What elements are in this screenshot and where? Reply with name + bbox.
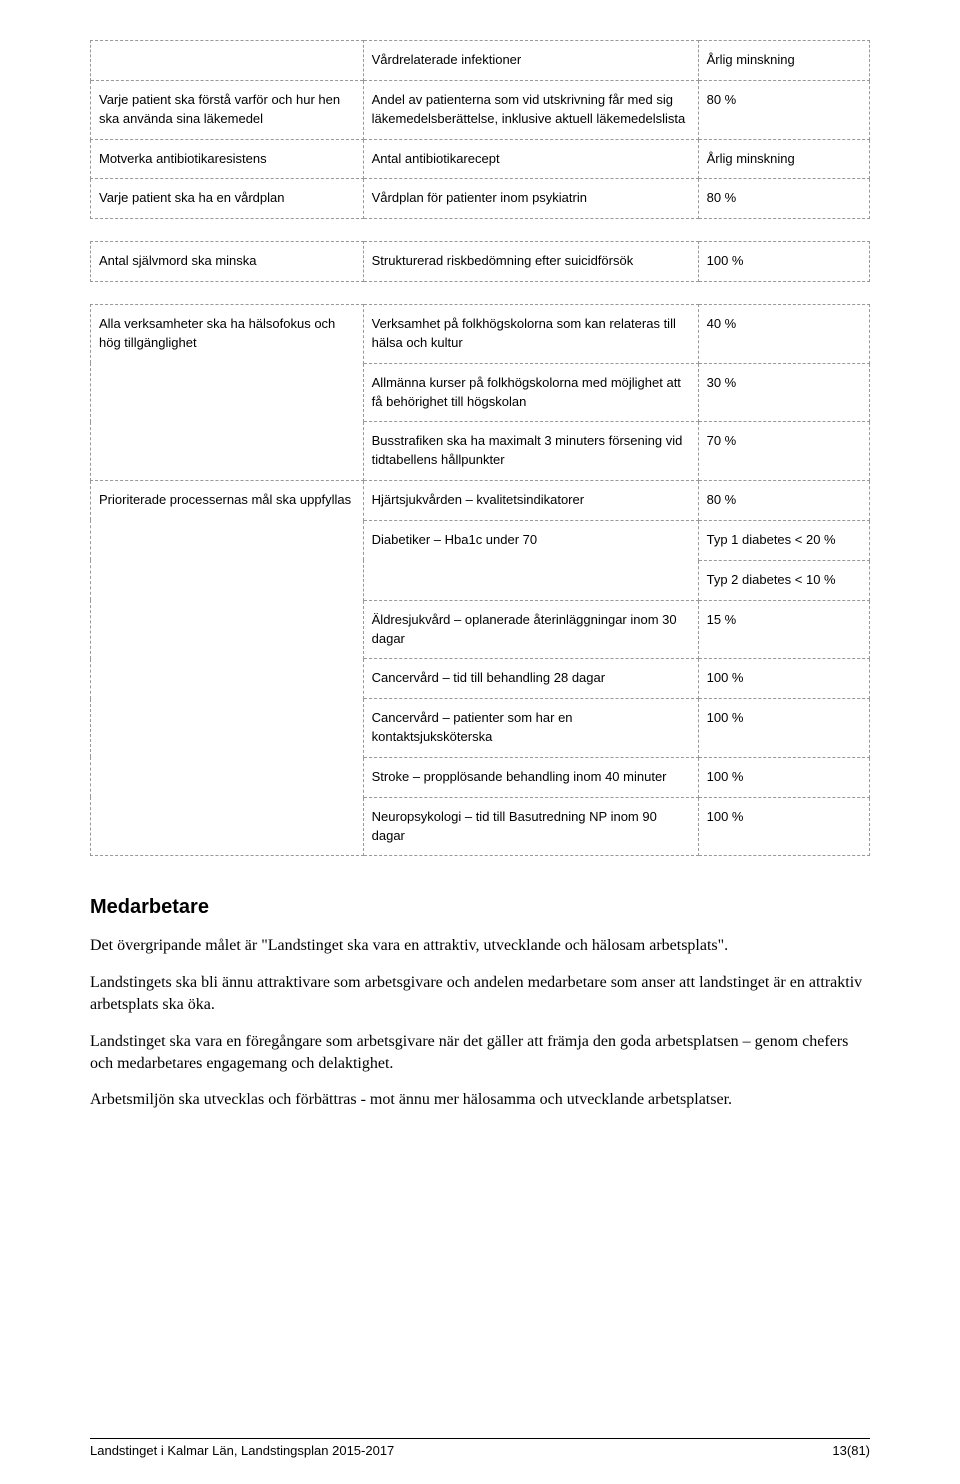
footer: Landstinget i Kalmar Län, Landstingsplan… [90, 1438, 870, 1458]
cell: 100 % [698, 659, 869, 699]
cell: Typ 2 diabetes < 10 % [698, 560, 869, 600]
table-row: Typ 2 diabetes < 10 % [91, 560, 870, 600]
table-1: Vårdrelaterade infektioner Årlig minskni… [90, 40, 870, 219]
table-row: Antal självmord ska minska Strukturerad … [91, 242, 870, 282]
cell: Busstrafiken ska ha maximalt 3 minuters … [363, 422, 698, 481]
cell: 40 % [698, 305, 869, 364]
paragraph: Det övergripande målet är "Landstinget s… [90, 935, 870, 957]
cell: 100 % [698, 699, 869, 758]
cell: Årlig minskning [698, 139, 869, 179]
cell [91, 797, 364, 856]
table-row: Motverka antibiotikaresistens Antal anti… [91, 139, 870, 179]
table-row: Prioriterade processernas mål ska uppfyl… [91, 481, 870, 521]
cell: Motverka antibiotikaresistens [91, 139, 364, 179]
cell: Stroke – propplösande behandling inom 40… [363, 757, 698, 797]
paragraph: Landstinget ska vara en föregångare som … [90, 1031, 870, 1076]
cell [363, 560, 698, 600]
cell: Varje patient ska ha en vårdplan [91, 179, 364, 219]
spacer [90, 282, 870, 304]
paragraph: Landstingets ska bli ännu attraktivare s… [90, 972, 870, 1017]
cell: Vårdrelaterade infektioner [363, 41, 698, 81]
table-row: Cancervård – tid till behandling 28 daga… [91, 659, 870, 699]
table-row: Alla verksamheter ska ha hälsofokus och … [91, 305, 870, 364]
table-row: Diabetiker – Hba1c under 70 Typ 1 diabet… [91, 520, 870, 560]
table-row: Äldresjukvård – oplanerade återinläggnin… [91, 600, 870, 659]
cell: 80 % [698, 481, 869, 521]
table-row: Neuropsykologi – tid till Basutredning N… [91, 797, 870, 856]
cell: 30 % [698, 363, 869, 422]
cell: Vårdplan för patienter inom psykiatrin [363, 179, 698, 219]
table-3: Alla verksamheter ska ha hälsofokus och … [90, 304, 870, 856]
cell [91, 600, 364, 659]
cell: 100 % [698, 242, 869, 282]
cell: Äldresjukvård – oplanerade återinläggnin… [363, 600, 698, 659]
table-row: Varje patient ska förstå varför och hur … [91, 80, 870, 139]
spacer [90, 219, 870, 241]
table-row: Vårdrelaterade infektioner Årlig minskni… [91, 41, 870, 81]
cell: Cancervård – patienter som har en kontak… [363, 699, 698, 758]
cell [91, 699, 364, 758]
cell: Varje patient ska förstå varför och hur … [91, 80, 364, 139]
cell: Strukturerad riskbedömning efter suicidf… [363, 242, 698, 282]
table-row: Cancervård – patienter som har en kontak… [91, 699, 870, 758]
cell: 70 % [698, 422, 869, 481]
cell: Cancervård – tid till behandling 28 daga… [363, 659, 698, 699]
cell: Årlig minskning [698, 41, 869, 81]
page: Vårdrelaterade infektioner Årlig minskni… [0, 0, 960, 1484]
footer-left: Landstinget i Kalmar Län, Landstingsplan… [90, 1443, 394, 1458]
cell: 100 % [698, 797, 869, 856]
table-row: Allmänna kurser på folkhögskolorna med m… [91, 363, 870, 422]
cell: Antal antibiotikarecept [363, 139, 698, 179]
cell: 80 % [698, 179, 869, 219]
table-row: Busstrafiken ska ha maximalt 3 minuters … [91, 422, 870, 481]
cell: Diabetiker – Hba1c under 70 [363, 520, 698, 560]
cell [91, 560, 364, 600]
cell [91, 422, 364, 481]
cell: Allmänna kurser på folkhögskolorna med m… [363, 363, 698, 422]
cell: Andel av patienterna som vid utskrivning… [363, 80, 698, 139]
footer-right: 13(81) [832, 1443, 870, 1458]
cell [91, 757, 364, 797]
cell: Neuropsykologi – tid till Basutredning N… [363, 797, 698, 856]
paragraph: Arbetsmiljön ska utvecklas och förbättra… [90, 1089, 870, 1111]
cell: Antal självmord ska minska [91, 242, 364, 282]
table-row: Varje patient ska ha en vårdplan Vårdpla… [91, 179, 870, 219]
cell [91, 41, 364, 81]
cell: Verksamhet på folkhögskolorna som kan re… [363, 305, 698, 364]
cell: 100 % [698, 757, 869, 797]
cell [91, 363, 364, 422]
table-2: Antal självmord ska minska Strukturerad … [90, 241, 870, 282]
cell: 80 % [698, 80, 869, 139]
cell: Hjärtsjukvården – kvalitetsindikatorer [363, 481, 698, 521]
table-row: Stroke – propplösande behandling inom 40… [91, 757, 870, 797]
cell: 15 % [698, 600, 869, 659]
section-heading: Medarbetare [90, 896, 870, 919]
cell: Typ 1 diabetes < 20 % [698, 520, 869, 560]
cell [91, 659, 364, 699]
cell: Alla verksamheter ska ha hälsofokus och … [91, 305, 364, 364]
cell: Prioriterade processernas mål ska uppfyl… [91, 481, 364, 521]
cell [91, 520, 364, 560]
